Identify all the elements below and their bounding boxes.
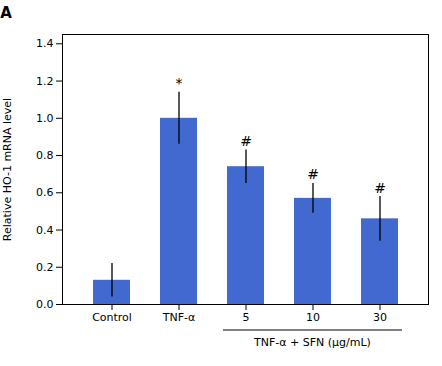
svg-text:1.0: 1.0 — [36, 112, 54, 125]
svg-text:#: # — [307, 166, 319, 182]
svg-text:TNF-α: TNF-α — [162, 311, 196, 324]
svg-text:#: # — [374, 180, 386, 196]
svg-text:TNF-α + SFN (μg/mL): TNF-α + SFN (μg/mL) — [253, 336, 371, 349]
svg-text:1.2: 1.2 — [36, 75, 54, 88]
svg-text:0.0: 0.0 — [36, 298, 54, 311]
svg-text:1.4: 1.4 — [36, 37, 54, 50]
svg-text:10: 10 — [306, 311, 320, 324]
svg-text:0.6: 0.6 — [36, 186, 54, 199]
svg-text:Control: Control — [92, 311, 132, 324]
svg-text:A: A — [0, 4, 12, 22]
svg-text:30: 30 — [373, 311, 387, 324]
svg-text:0.8: 0.8 — [36, 149, 54, 162]
svg-text:0.2: 0.2 — [36, 261, 54, 274]
svg-text:0.4: 0.4 — [36, 224, 54, 237]
svg-text:#: # — [240, 133, 252, 149]
svg-text:*: * — [176, 75, 183, 91]
svg-text:Relative HO-1 mRNA level: Relative HO-1 mRNA level — [1, 98, 14, 241]
svg-text:5: 5 — [243, 311, 250, 324]
